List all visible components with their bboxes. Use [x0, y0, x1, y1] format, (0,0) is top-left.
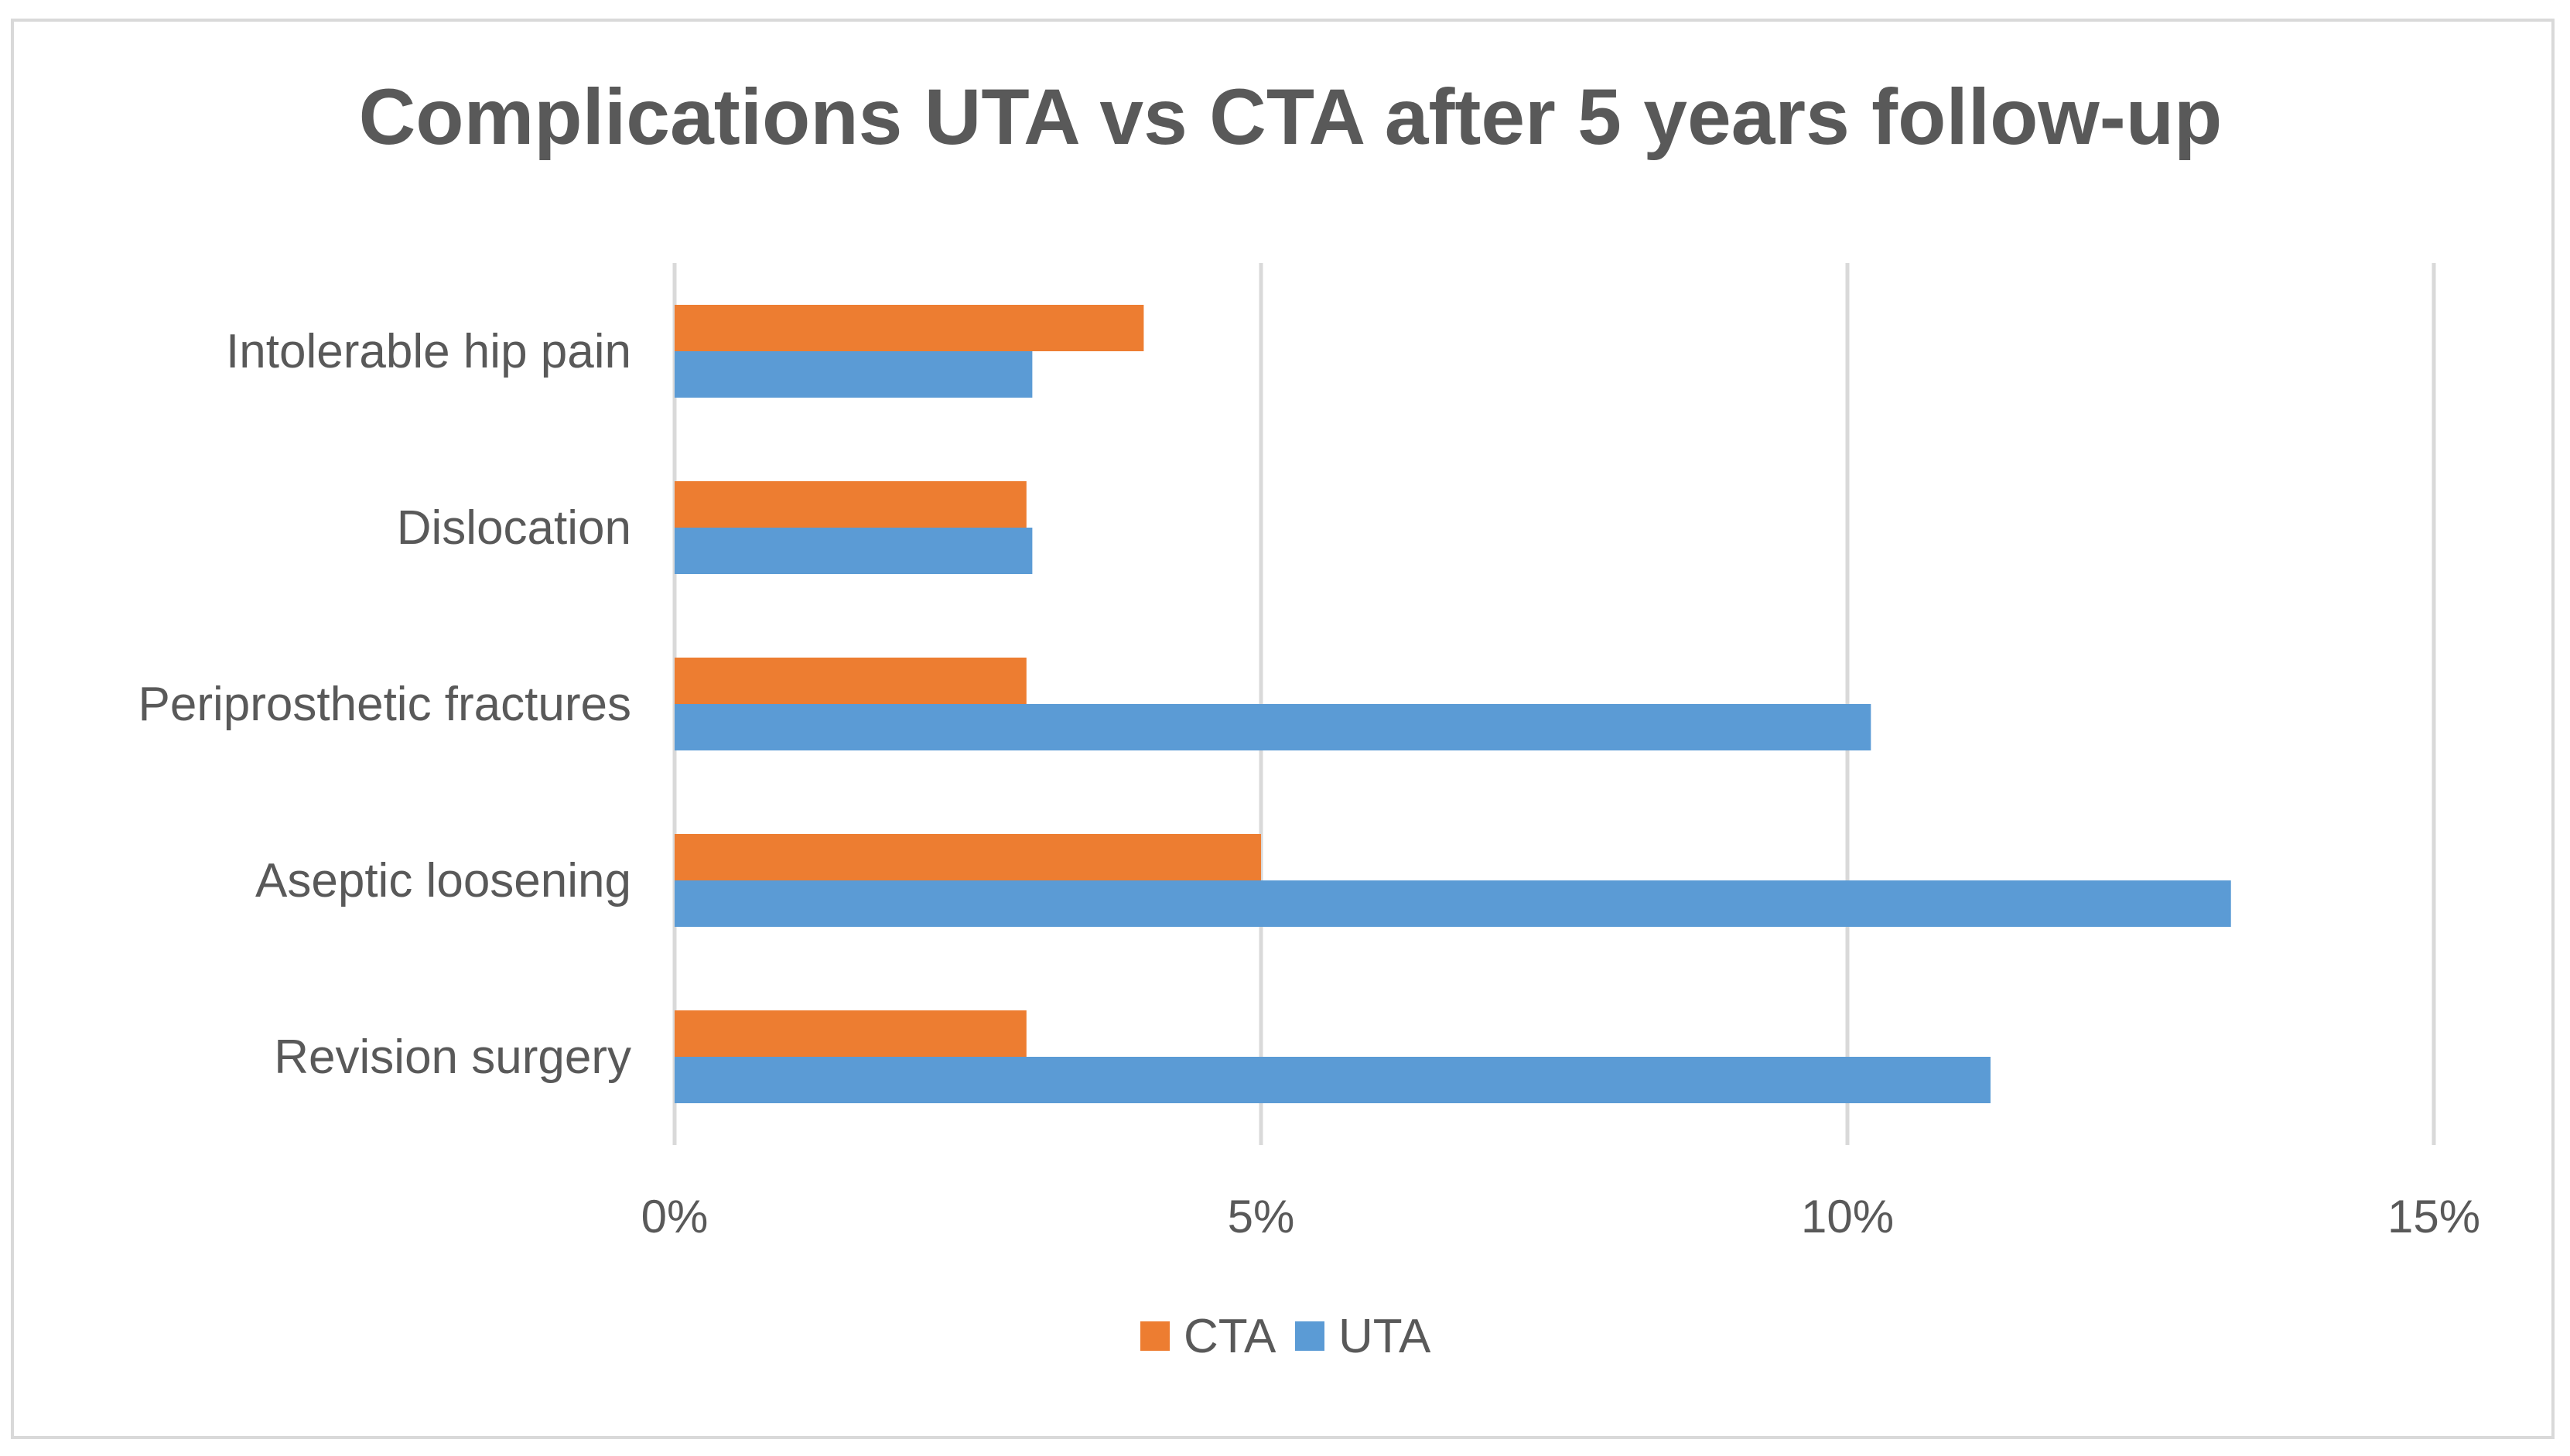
bars [675, 305, 2231, 1103]
legend-label-cta: CTA [1184, 1310, 1276, 1363]
complications-bar-chart: Complications UTA vs CTA after 5 years f… [138, 73, 2481, 1363]
tick-label: 0% [641, 1191, 709, 1242]
bar-uta [675, 704, 1871, 750]
bar-cta [675, 834, 1261, 880]
category-label: Aseptic loosening [255, 854, 631, 907]
tick-label: 5% [1228, 1191, 1295, 1242]
tick-label: 15% [2387, 1191, 2480, 1242]
category-label: Revision surgery [274, 1030, 631, 1084]
category-label: Dislocation [397, 501, 631, 555]
category-labels: Intolerable hip pain Dislocation Periprost… [138, 325, 631, 1084]
bar-cta [675, 305, 1144, 351]
category-label: Intolerable hip pain [226, 325, 631, 378]
bar-cta [675, 481, 1027, 528]
bar-uta [675, 351, 1033, 398]
tick-label: 10% [1801, 1191, 1894, 1242]
legend: CTA UTA [1140, 1310, 1431, 1363]
bar-uta [675, 880, 2231, 927]
legend-swatch-uta [1295, 1321, 1324, 1351]
value-axis-ticks: 0% 5% 10% 15% [641, 1191, 2480, 1242]
category-label: Periprosthetic fractures [138, 678, 631, 731]
bar-uta [675, 528, 1033, 574]
legend-swatch-cta [1140, 1321, 1170, 1351]
legend-label-uta: UTA [1338, 1310, 1431, 1363]
chart-frame: Complications UTA vs CTA after 5 years f… [11, 19, 2555, 1439]
chart-title: Complications UTA vs CTA after 5 years f… [359, 73, 2223, 161]
bar-cta [675, 1010, 1027, 1057]
bar-cta [675, 658, 1027, 704]
bar-uta [675, 1057, 1991, 1103]
